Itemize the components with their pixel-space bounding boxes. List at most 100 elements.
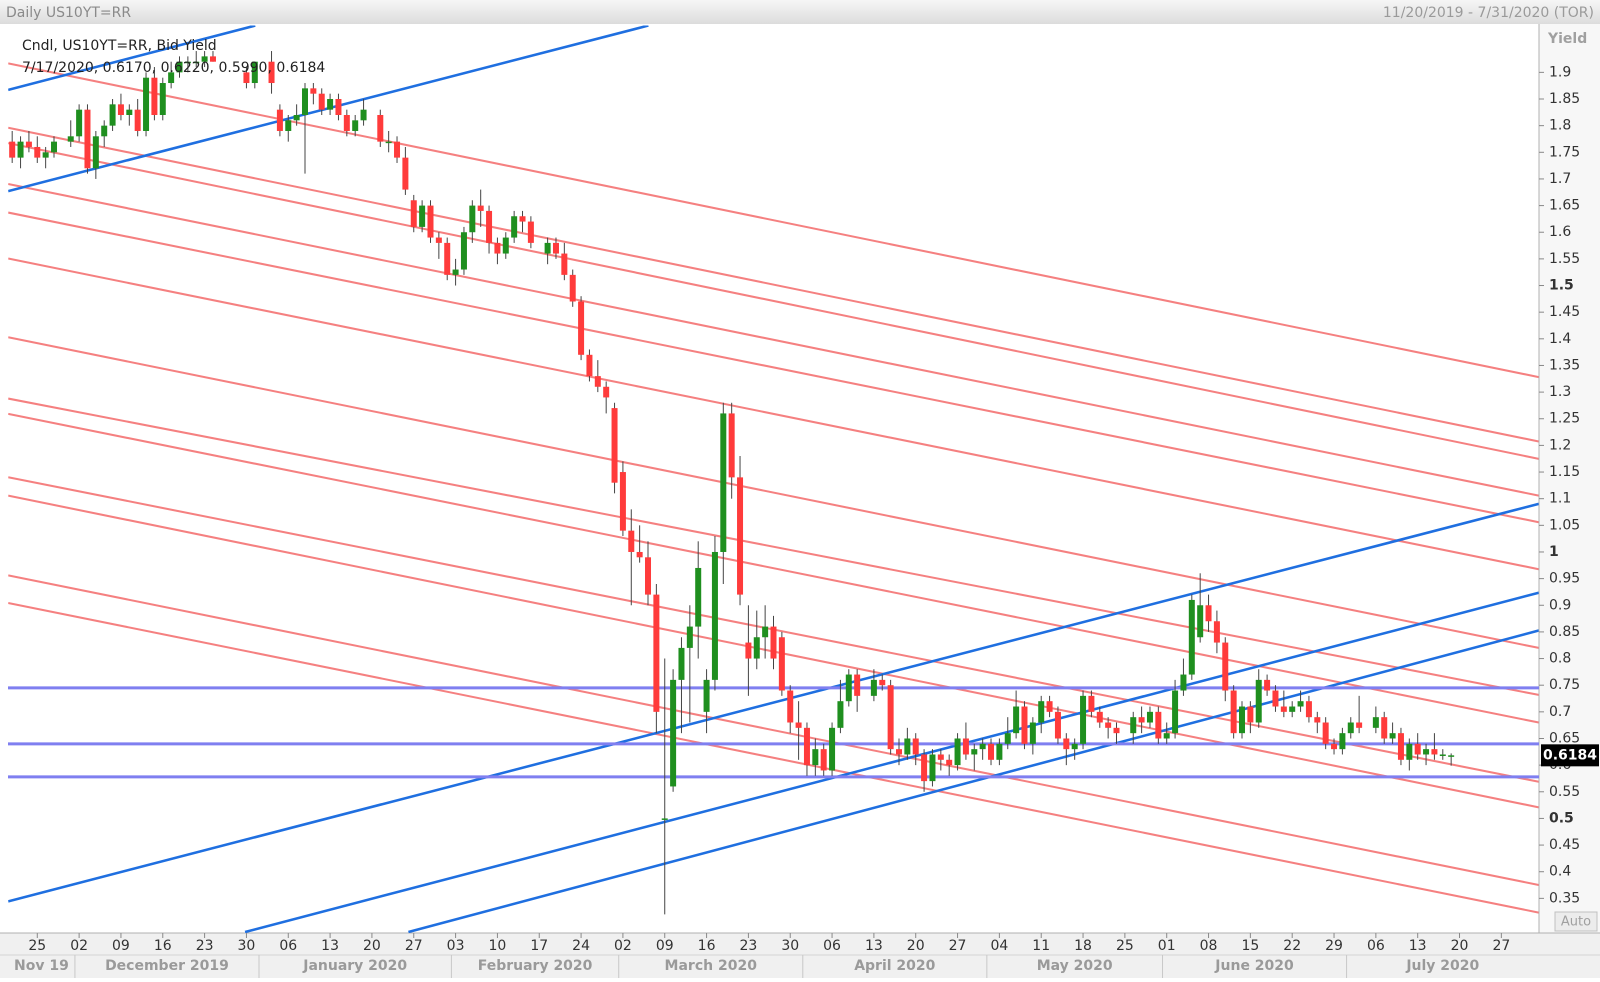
candle-body <box>209 56 216 62</box>
candle-body <box>594 376 601 387</box>
x-tick-label: 30 <box>781 938 799 954</box>
candle-body <box>921 754 928 782</box>
candle-body <box>787 690 794 723</box>
candle-body <box>1222 642 1229 691</box>
candle-body <box>444 242 451 275</box>
x-tick-label: 15 <box>1241 938 1259 954</box>
candle-body <box>1389 733 1396 739</box>
candle-body <box>1247 706 1254 723</box>
candle-body <box>962 738 969 755</box>
x-tick-label: 13 <box>1409 938 1427 954</box>
candle-body <box>527 221 534 243</box>
candle-body <box>502 237 509 254</box>
auto-button-label[interactable]: Auto <box>1561 915 1591 930</box>
candle-body <box>101 125 108 137</box>
candle-body <box>636 551 643 558</box>
x-tick-label: 01 <box>1158 938 1176 954</box>
candle-body <box>770 626 777 659</box>
candle-body <box>427 205 434 238</box>
candle-body <box>971 749 978 755</box>
candle-body <box>377 114 384 142</box>
candle-body <box>9 141 16 158</box>
horizontal-lines <box>8 686 1539 779</box>
candle-body <box>109 104 116 126</box>
candle-body <box>1088 695 1095 712</box>
candle-body <box>1038 701 1045 723</box>
x-tick-label: 09 <box>112 938 130 954</box>
candle-body <box>335 99 342 115</box>
candle-body <box>176 61 183 73</box>
candle-body <box>1414 743 1421 755</box>
y-tick-label: 1.45 <box>1549 304 1580 320</box>
candle-body <box>1331 743 1338 750</box>
candle-body <box>778 637 785 691</box>
y-tick-label: 1.3 <box>1549 384 1571 400</box>
x-tick-label: 03 <box>447 938 465 954</box>
candle-body <box>310 88 317 94</box>
month-label: June 2020 <box>1214 958 1294 974</box>
candle-body <box>1448 755 1455 757</box>
x-tick-label: 20 <box>1451 938 1469 954</box>
x-tick-label: 23 <box>196 938 214 954</box>
y-tick-label: 0.7 <box>1549 704 1571 720</box>
trend-line <box>8 336 1539 649</box>
candle-body <box>352 120 359 131</box>
month-label: April 2020 <box>854 958 935 974</box>
candle-body <box>686 626 693 648</box>
x-tick-label: 02 <box>70 938 88 954</box>
x-tick-label: 04 <box>990 938 1008 954</box>
trend-line <box>8 142 1539 460</box>
candle-body <box>996 743 1003 760</box>
y-tick-label: 1.4 <box>1549 331 1571 347</box>
x-tick-label: 27 <box>405 938 423 954</box>
y-axis-title: Yield <box>1547 31 1587 47</box>
candle-body <box>1096 711 1103 723</box>
candle-body <box>293 114 300 121</box>
candle-body <box>486 210 493 243</box>
candle-body <box>17 141 24 158</box>
auto-button[interactable] <box>1554 911 1598 932</box>
candle-body <box>1080 695 1087 744</box>
candle-body <box>611 408 618 483</box>
candle-body <box>544 242 551 254</box>
candle-body <box>477 205 484 211</box>
candle-body <box>460 232 467 270</box>
y-tick-label: 1.5 <box>1549 278 1574 294</box>
candle-body <box>552 242 559 254</box>
candle-body <box>168 72 175 84</box>
trend-line <box>8 126 1539 443</box>
candle-body <box>720 413 727 552</box>
x-tick-label: 24 <box>572 938 590 954</box>
candle-body <box>1172 690 1179 734</box>
candle-body <box>318 93 325 110</box>
y-tick-label: 1.7 <box>1549 171 1571 187</box>
candle-body <box>1163 733 1170 739</box>
trend-lines <box>8 25 1539 934</box>
candle-body <box>1146 711 1153 723</box>
y-tick-label: 1 <box>1549 544 1559 560</box>
trend-line <box>8 574 1539 887</box>
candle-body <box>394 141 401 158</box>
candle-body <box>452 269 459 275</box>
y-tick-label: 1.75 <box>1549 144 1580 160</box>
candle-body <box>42 152 49 158</box>
x-tick-label: 17 <box>530 938 548 954</box>
y-tick-label: 1.15 <box>1549 464 1580 480</box>
candle-body <box>117 104 124 115</box>
candle-body <box>1255 679 1262 723</box>
x-tick-label: 16 <box>698 938 716 954</box>
trend-line <box>8 412 1539 724</box>
candle-body <box>1381 717 1388 739</box>
candle-body <box>1013 706 1020 734</box>
y-tick-label: 0.4 <box>1549 864 1571 880</box>
candle-body <box>954 738 961 766</box>
candle-body <box>561 253 568 275</box>
candle-body <box>829 727 836 771</box>
x-tick-label: 16 <box>154 938 172 954</box>
candle-body <box>327 99 334 110</box>
x-tick-label: 06 <box>279 938 297 954</box>
y-tick-label: 0.65 <box>1549 730 1580 746</box>
x-tick-label: 27 <box>1492 938 1510 954</box>
